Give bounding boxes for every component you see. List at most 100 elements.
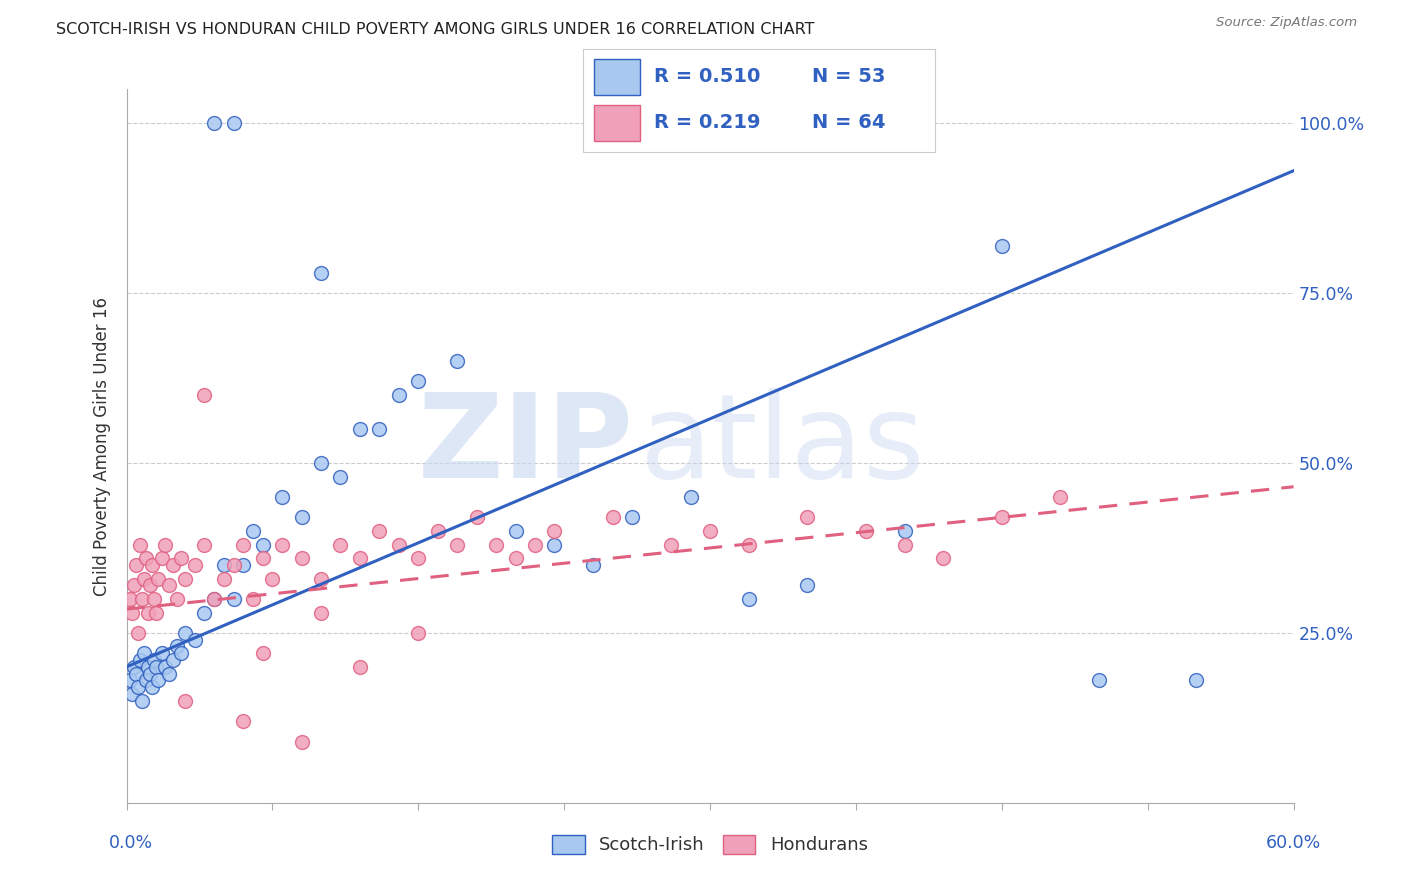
Point: [145, 606, 167, 620]
Point: [738, 591, 761, 606]
Point: [796, 578, 818, 592]
Point: [271, 537, 294, 551]
Point: [388, 537, 411, 551]
Point: [121, 687, 143, 701]
Point: [141, 558, 163, 572]
Point: [127, 626, 149, 640]
Point: [408, 551, 430, 566]
Point: [602, 510, 624, 524]
Point: [388, 388, 411, 402]
Point: [150, 551, 173, 566]
Point: [290, 551, 312, 566]
Point: [796, 510, 818, 524]
Point: [166, 640, 188, 654]
Point: [232, 537, 254, 551]
Text: 60.0%: 60.0%: [1265, 834, 1322, 852]
Point: [125, 558, 148, 572]
Point: [893, 524, 915, 538]
Point: [349, 422, 371, 436]
Point: [170, 551, 193, 566]
Point: [212, 558, 235, 572]
Point: [855, 524, 877, 538]
Point: [124, 660, 146, 674]
Point: [202, 116, 225, 130]
Text: R = 0.510: R = 0.510: [654, 67, 761, 87]
Point: [505, 551, 527, 566]
Point: [222, 591, 245, 606]
Text: atlas: atlas: [640, 389, 925, 503]
Point: [1088, 673, 1111, 688]
Point: [446, 354, 468, 368]
Point: [932, 551, 955, 566]
Point: [166, 591, 188, 606]
Point: [150, 646, 173, 660]
Point: [129, 537, 152, 551]
Point: [139, 578, 162, 592]
Point: [1049, 490, 1071, 504]
Point: [155, 537, 177, 551]
Point: [132, 572, 155, 586]
Point: [139, 666, 162, 681]
Point: [290, 734, 312, 748]
Point: [349, 551, 371, 566]
Point: [193, 537, 215, 551]
Point: [135, 673, 157, 688]
Point: [212, 572, 235, 586]
Point: [990, 238, 1012, 252]
Point: [446, 537, 468, 551]
Point: [465, 510, 488, 524]
Point: [121, 606, 143, 620]
Point: [135, 551, 157, 566]
FancyBboxPatch shape: [593, 60, 640, 95]
Point: [582, 558, 605, 572]
Point: [145, 660, 167, 674]
Point: [174, 694, 197, 708]
FancyBboxPatch shape: [593, 105, 640, 141]
Text: N = 53: N = 53: [813, 67, 886, 87]
Point: [131, 694, 153, 708]
Point: [368, 524, 391, 538]
Text: R = 0.219: R = 0.219: [654, 113, 761, 132]
Y-axis label: Child Poverty Among Girls Under 16: Child Poverty Among Girls Under 16: [93, 296, 111, 596]
Point: [127, 680, 149, 694]
Point: [142, 591, 165, 606]
Point: [242, 591, 264, 606]
Point: [252, 537, 274, 551]
Point: [162, 558, 184, 572]
Point: [262, 572, 284, 586]
Point: [202, 591, 225, 606]
Point: [183, 632, 205, 647]
Point: [621, 510, 644, 524]
Point: [183, 558, 205, 572]
Point: [368, 422, 391, 436]
Point: [329, 469, 352, 483]
Point: [990, 510, 1012, 524]
Text: ZIP: ZIP: [418, 389, 634, 503]
Point: [252, 646, 274, 660]
Point: [893, 537, 915, 551]
Point: [193, 606, 215, 620]
Point: [174, 572, 197, 586]
Point: [142, 653, 165, 667]
Point: [329, 537, 352, 551]
Point: [309, 266, 332, 280]
Point: [202, 591, 225, 606]
Point: [738, 537, 761, 551]
Point: [146, 572, 169, 586]
Point: [485, 537, 508, 551]
Legend: Scotch-Irish, Hondurans: Scotch-Irish, Hondurans: [546, 828, 875, 862]
Point: [349, 660, 371, 674]
Point: [232, 714, 254, 729]
Point: [543, 537, 565, 551]
Point: [124, 578, 146, 592]
Point: [146, 673, 169, 688]
Point: [1185, 673, 1208, 688]
Point: [523, 537, 546, 551]
Point: [222, 558, 245, 572]
Point: [157, 578, 180, 592]
Point: [271, 490, 294, 504]
Point: [125, 666, 148, 681]
Point: [699, 524, 721, 538]
Point: [426, 524, 449, 538]
Point: [309, 456, 332, 470]
